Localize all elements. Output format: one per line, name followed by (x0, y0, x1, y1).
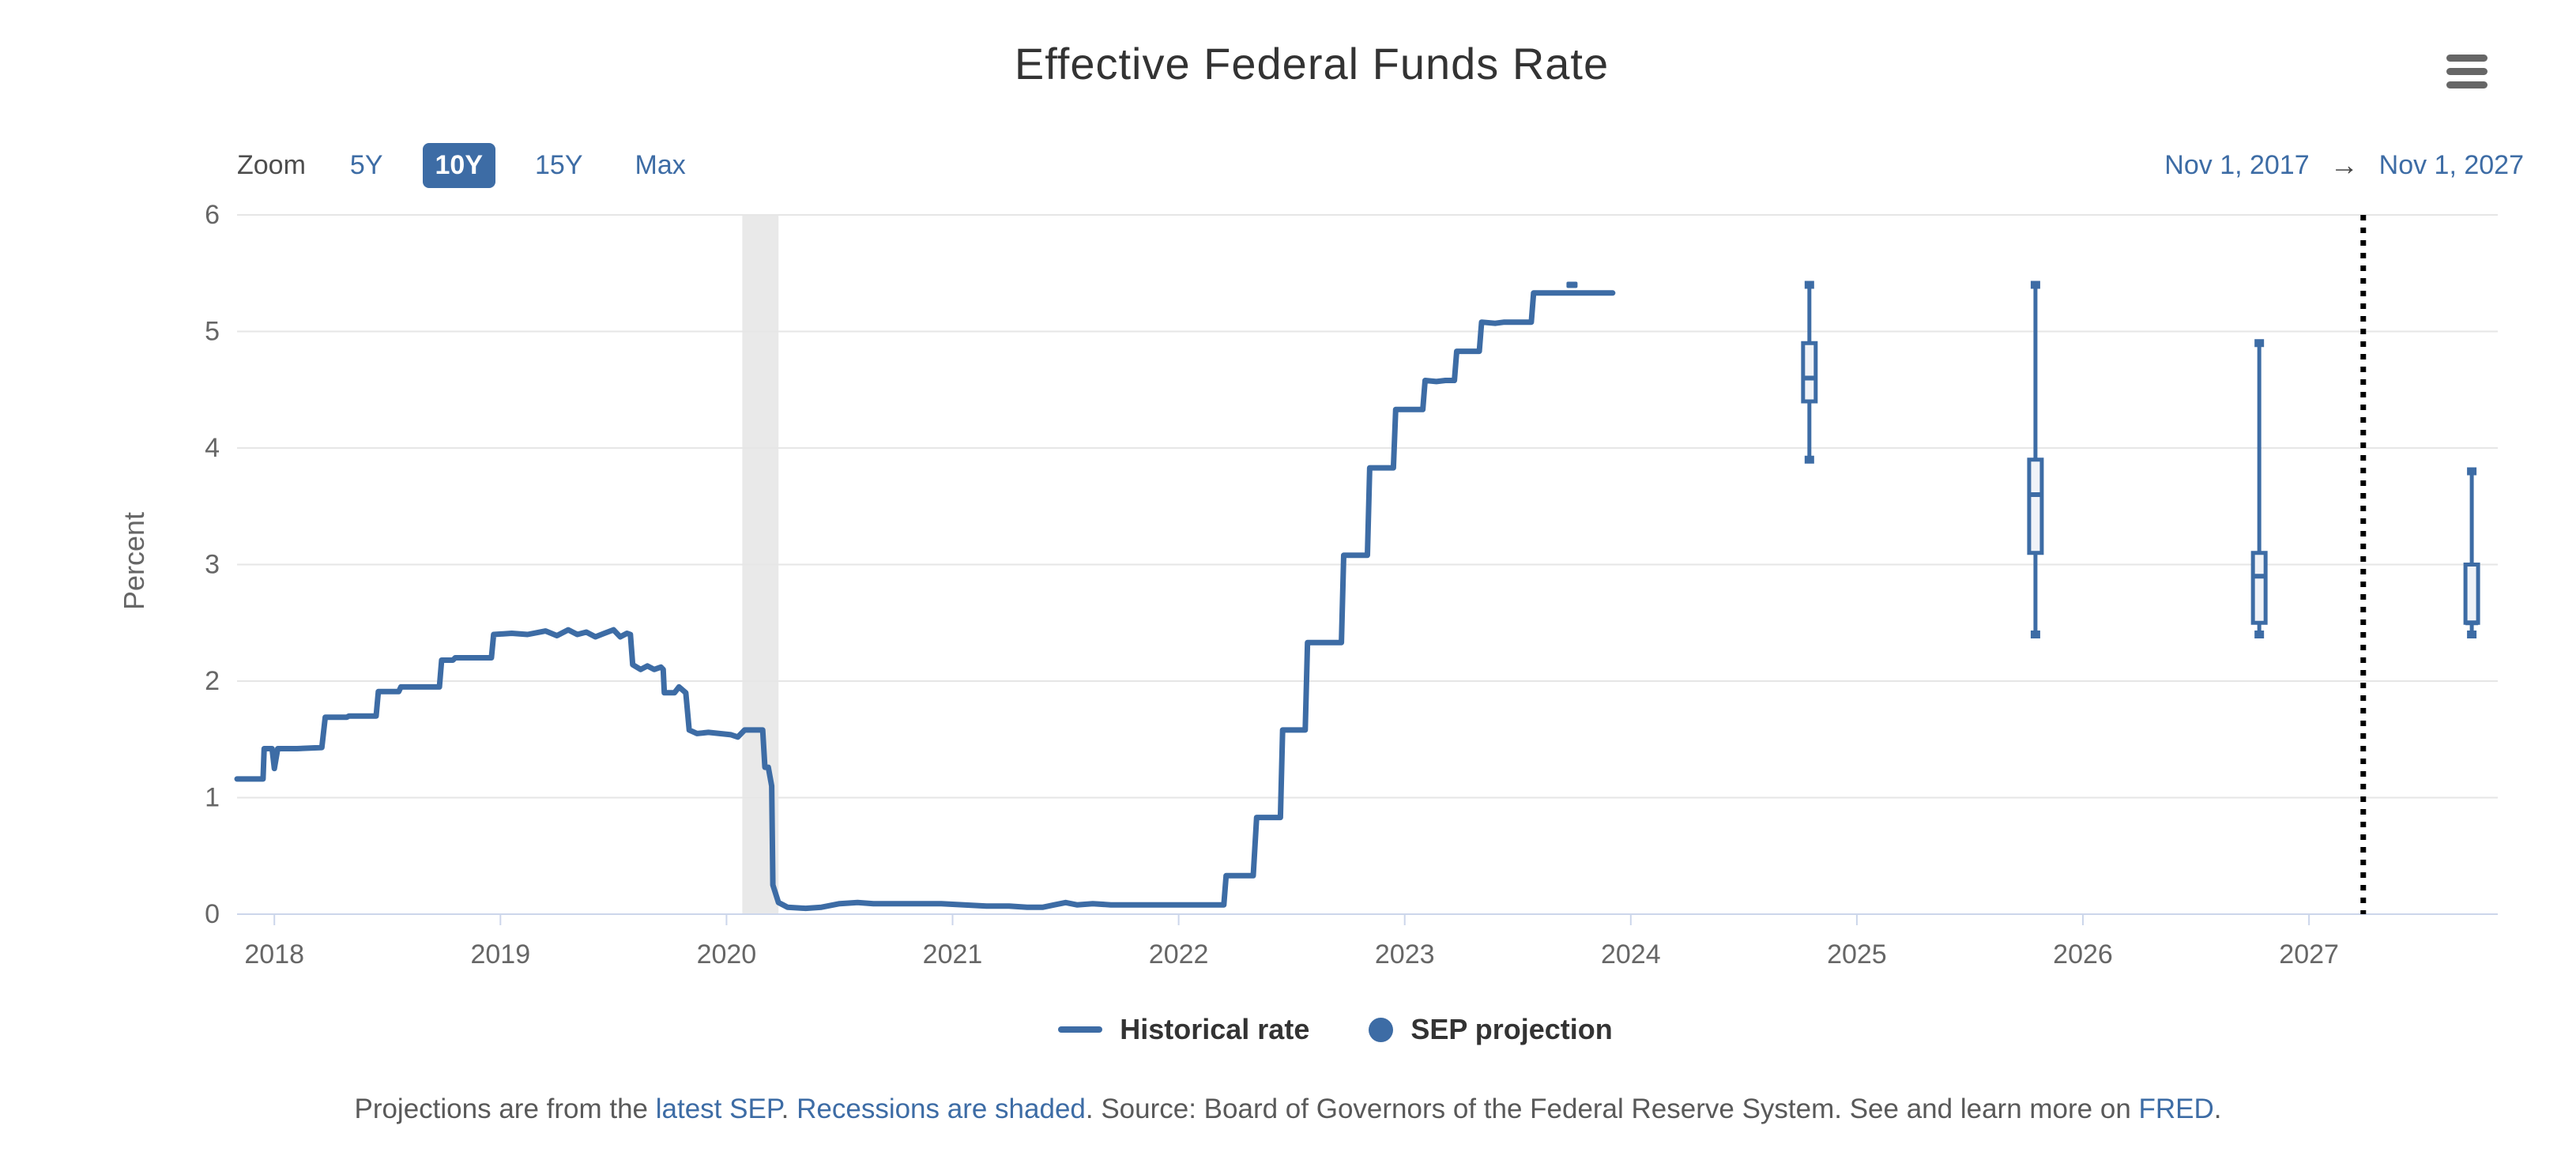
chart-context-menu-button[interactable] (2446, 47, 2495, 95)
legend-label: Historical rate (1120, 1013, 1310, 1045)
sep-projection-box (2463, 467, 2480, 638)
svg-text:2021: 2021 (923, 939, 983, 969)
legend-label: SEP projection (1410, 1013, 1613, 1045)
zoom-button-15y[interactable]: 15Y (535, 149, 583, 180)
svg-text:0: 0 (205, 899, 220, 929)
x-axis-labels: 2018 2019 2020 2021 2022 2023 2024 2025 2026 2027 (244, 939, 2339, 969)
sep-projection-box (1801, 280, 1818, 464)
legend-item-sep-projection[interactable]: SEP projection (1369, 1013, 1613, 1046)
footer-text: . (781, 1094, 797, 1124)
svg-text:2023: 2023 (1375, 939, 1435, 969)
sep-projection-boxes (1566, 280, 2480, 638)
footer-text: . Source: Board of Governors of the Fede… (1085, 1094, 2139, 1124)
svg-text:2025: 2025 (1827, 939, 1887, 969)
y-axis-labels: 0 1 2 3 4 5 6 (205, 200, 220, 929)
hamburger-icon (2446, 54, 2487, 62)
historical-rate-line (234, 290, 1616, 912)
svg-text:2018: 2018 (244, 939, 304, 969)
x-axis-ticks (273, 914, 2310, 925)
zoom-buttons: 5Y 10Y 15Y Max (337, 142, 699, 188)
footer-link-recessions-are-shaded[interactable]: Recessions are shaded (797, 1094, 1086, 1124)
range-from-input[interactable]: Nov 1, 2017 (2164, 149, 2310, 180)
hamburger-icon (2446, 67, 2487, 75)
chart-legend: Historical rate SEP projection (47, 1013, 2576, 1046)
range-selector-toolbar: Zoom 5Y 10Y 15Y Max (237, 142, 699, 188)
svg-text:3: 3 (205, 550, 220, 580)
chart-title: Effective Federal Funds Rate (1014, 39, 1610, 88)
svg-text:2020: 2020 (697, 939, 757, 969)
footer-caption: Projections are from the latest SEP. Rec… (0, 1094, 2576, 1125)
footer-link-latest-sep[interactable]: latest SEP (655, 1094, 781, 1124)
svg-text:2024: 2024 (1601, 939, 1661, 969)
sep-projection-box (2250, 339, 2268, 638)
svg-text:4: 4 (205, 433, 220, 463)
svg-text:2026: 2026 (2053, 939, 2113, 969)
sep-projection-box (2027, 280, 2044, 638)
svg-text:1: 1 (205, 783, 220, 813)
y-gridlines (237, 214, 2498, 915)
svg-text:5: 5 (205, 317, 220, 347)
legend-item-historical-rate[interactable]: Historical rate (1058, 1013, 1309, 1046)
footer-link-fred[interactable]: FRED (2138, 1094, 2214, 1124)
sep-median-dash (1566, 281, 1578, 288)
svg-text:2022: 2022 (1149, 939, 1209, 969)
svg-text:2019: 2019 (470, 939, 530, 969)
zoom-button-10y[interactable]: 10Y (422, 142, 496, 188)
svg-text:2: 2 (205, 666, 220, 696)
zoom-button-5y[interactable]: 5Y (349, 149, 383, 180)
circle-swatch-icon (1369, 1017, 1394, 1042)
footer-text: Projections are from the (354, 1094, 656, 1124)
line-swatch-icon (1058, 1026, 1103, 1033)
date-range-selector: Nov 1, 2017 → Nov 1, 2027 (2164, 142, 2524, 188)
hamburger-icon (2446, 81, 2487, 88)
zoom-label: Zoom (237, 149, 306, 180)
svg-text:2027: 2027 (2279, 939, 2339, 969)
zoom-button-max[interactable]: Max (635, 149, 686, 180)
arrow-right-icon: → (2329, 149, 2359, 181)
range-to-input[interactable]: Nov 1, 2027 (2378, 149, 2524, 180)
svg-text:6: 6 (205, 200, 220, 230)
footer-text: . (2213, 1094, 2222, 1124)
